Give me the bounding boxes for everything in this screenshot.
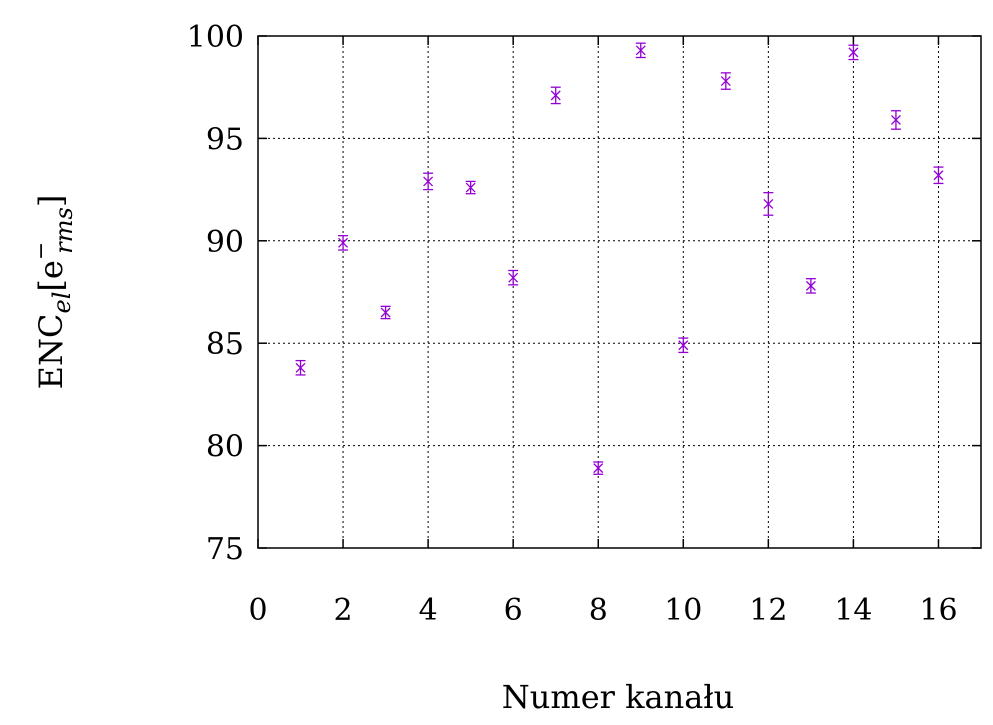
x-marker xyxy=(423,176,434,187)
x-axis-label: Numer kanału xyxy=(502,678,735,716)
x-marker xyxy=(550,90,561,101)
x-marker xyxy=(763,198,774,209)
data-point xyxy=(848,44,859,61)
x-tick-label: 0 xyxy=(248,593,267,628)
data-point xyxy=(678,337,689,354)
grid xyxy=(258,36,981,548)
y-label-sub2: rms xyxy=(50,207,78,254)
x-marker xyxy=(465,182,476,193)
x-marker xyxy=(295,362,306,373)
y-label-bracket-open: [e xyxy=(32,260,70,291)
plot-frame xyxy=(257,35,982,549)
y-tick-label: 100 xyxy=(187,20,244,55)
x-tick-label: 14 xyxy=(834,593,872,628)
data-point xyxy=(635,42,646,59)
x-tick-label: 12 xyxy=(749,593,787,628)
x-tick-label: 16 xyxy=(919,593,957,628)
data-points xyxy=(295,42,944,475)
x-marker xyxy=(720,76,731,87)
x-marker xyxy=(678,340,689,351)
data-point xyxy=(890,110,901,130)
x-tick-label: 8 xyxy=(589,593,608,628)
data-point xyxy=(423,172,434,191)
data-point xyxy=(508,269,519,286)
data-point xyxy=(720,72,731,90)
x-marker xyxy=(848,47,859,58)
x-marker xyxy=(890,115,901,125)
y-label-sub1: el xyxy=(48,292,76,314)
x-tick-label: 10 xyxy=(664,593,702,628)
data-point xyxy=(805,278,816,294)
axis-ticks xyxy=(257,35,981,549)
x-marker xyxy=(635,45,646,56)
tick-labels: 0 2 4 6 8 10 12 14 16 75 80 85 90 95 100 xyxy=(187,20,958,628)
x-tick-label: 6 xyxy=(504,593,523,628)
y-label-sup: − xyxy=(29,242,54,260)
x-marker xyxy=(593,463,604,474)
y-tick-label: 80 xyxy=(206,430,244,465)
data-point xyxy=(593,461,604,475)
y-tick-label: 90 xyxy=(206,225,244,260)
data-point xyxy=(550,86,561,105)
y-label-bracket-close: ] xyxy=(32,195,70,207)
y-tick-label: 75 xyxy=(206,532,244,567)
x-tick-label: 4 xyxy=(419,593,438,628)
y-label-base: ENC xyxy=(32,313,70,389)
x-marker xyxy=(338,237,349,248)
y-tick-label: 85 xyxy=(206,327,244,362)
y-tick-label: 95 xyxy=(206,122,244,157)
y-axis-label: ENCel[e−rms] xyxy=(29,195,78,390)
data-point xyxy=(295,359,306,376)
x-tick-label: 2 xyxy=(334,593,353,628)
data-point xyxy=(338,235,349,251)
x-marker xyxy=(380,307,391,318)
data-point xyxy=(763,192,774,216)
data-point xyxy=(465,180,476,195)
data-point xyxy=(380,305,391,320)
x-marker xyxy=(508,272,519,283)
x-marker xyxy=(805,280,816,291)
data-point xyxy=(933,166,944,185)
x-marker xyxy=(933,170,944,181)
